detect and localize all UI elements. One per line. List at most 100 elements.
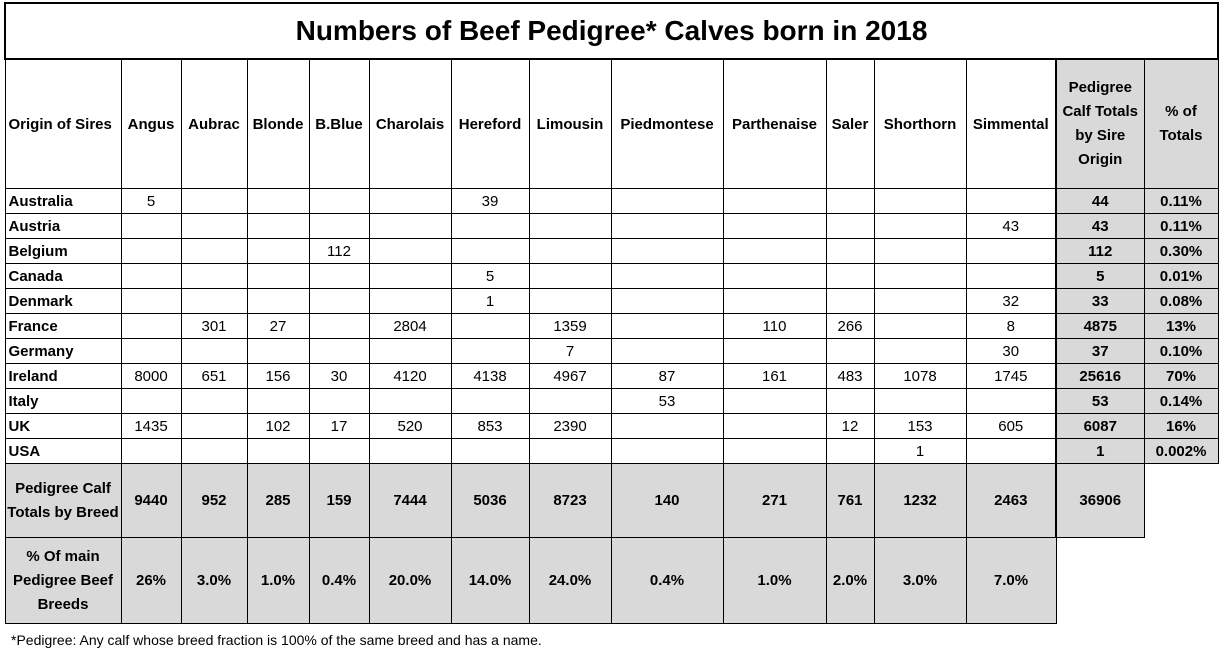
percent-of-totals-cell: 0.10%: [1143, 338, 1219, 364]
value-cell: [450, 438, 530, 464]
breed-header: Aubrac: [180, 58, 248, 189]
value-cell: [246, 388, 310, 414]
value-cell: [722, 413, 827, 439]
percent-of-totals-cell: 0.11%: [1143, 213, 1219, 239]
sire-origin-total-cell: 53: [1055, 388, 1145, 414]
value-cell: [722, 288, 827, 314]
value-cell: [610, 213, 724, 239]
value-cell: [965, 188, 1057, 214]
value-cell: 53: [610, 388, 724, 414]
value-cell: [722, 263, 827, 289]
value-cell: [120, 238, 182, 264]
value-cell: [965, 238, 1057, 264]
value-cell: 161: [722, 363, 827, 389]
breed-total-cell: 1232: [873, 463, 967, 538]
breed-percent-cell: 3.0%: [180, 537, 248, 624]
breed-percent-cell: 2.0%: [825, 537, 875, 624]
value-cell: [120, 313, 182, 339]
percent-of-totals-cell: 0.30%: [1143, 238, 1219, 264]
value-cell: 87: [610, 363, 724, 389]
value-cell: [825, 263, 875, 289]
value-cell: [722, 388, 827, 414]
value-cell: 4138: [450, 363, 530, 389]
table-row: Austria 43 43 0.11%: [4, 213, 1219, 239]
value-cell: [610, 313, 724, 339]
value-cell: [246, 288, 310, 314]
value-cell: [610, 288, 724, 314]
table-row: Italy 53 53 0.14%: [4, 388, 1219, 414]
value-cell: [722, 438, 827, 464]
country-cell: Denmark: [4, 288, 122, 314]
value-cell: 520: [368, 413, 452, 439]
value-cell: [120, 213, 182, 239]
breed-total-cell: 8723: [528, 463, 612, 538]
percent-of-totals-cell: 13%: [1143, 313, 1219, 339]
value-cell: [610, 263, 724, 289]
value-cell: [120, 438, 182, 464]
value-cell: [825, 338, 875, 364]
country-cell: Canada: [4, 263, 122, 289]
breed-total-cell: 7444: [368, 463, 452, 538]
breed-header: B.Blue: [308, 58, 370, 189]
breed-total-cell: 285: [246, 463, 310, 538]
value-cell: [120, 338, 182, 364]
value-cell: [308, 263, 370, 289]
sire-origin-total-cell: 112: [1055, 238, 1145, 264]
value-cell: [246, 338, 310, 364]
percent-of-totals-header: % of Totals: [1143, 58, 1219, 189]
percent-of-totals-cell: 0.11%: [1143, 188, 1219, 214]
value-cell: 102: [246, 413, 310, 439]
table-row: France 301 27 2804 1359 110 266 8 4875 13%: [4, 313, 1219, 339]
value-cell: [873, 313, 967, 339]
percent-of-totals-cell: 70%: [1143, 363, 1219, 389]
country-cell: Australia: [4, 188, 122, 214]
breed-totals-row: Pedigree Calf Totals by Breed 9440 952 285 1…: [4, 463, 1218, 538]
value-cell: [825, 438, 875, 464]
origin-of-sires-header: Origin of Sires: [4, 58, 122, 189]
sire-origin-total-cell: 4875: [1055, 313, 1145, 339]
value-cell: [610, 413, 724, 439]
value-cell: 30: [308, 363, 370, 389]
value-cell: [965, 388, 1057, 414]
value-cell: [450, 338, 530, 364]
value-cell: [873, 388, 967, 414]
value-cell: [180, 438, 248, 464]
value-cell: 27: [246, 313, 310, 339]
value-cell: [610, 238, 724, 264]
table-row: Australia 5 39 44 0.11%: [4, 188, 1219, 214]
percent-of-totals-cell: 0.14%: [1143, 388, 1219, 414]
pedigree-calves-table: Numbers of Beef Pedigree* Calves born in…: [4, 2, 1219, 624]
value-cell: 301: [180, 313, 248, 339]
value-cell: 153: [873, 413, 967, 439]
value-cell: [450, 213, 530, 239]
value-cell: [873, 288, 967, 314]
breed-percent-label: % Of main Pedigree Beef Breeds: [4, 537, 122, 624]
breed-total-cell: 271: [722, 463, 827, 538]
value-cell: [825, 288, 875, 314]
value-cell: [246, 263, 310, 289]
table-row: Germany 7 30 37 0.10%: [4, 338, 1219, 364]
country-cell: Ireland: [4, 363, 122, 389]
value-cell: [120, 263, 182, 289]
value-cell: [873, 338, 967, 364]
country-cell: USA: [4, 438, 122, 464]
value-cell: 30: [965, 338, 1057, 364]
breed-percent-cell: 0.4%: [610, 537, 724, 624]
value-cell: [825, 188, 875, 214]
value-cell: [873, 238, 967, 264]
pedigree-table-container: Numbers of Beef Pedigree* Calves born in…: [4, 2, 1219, 648]
table-row: UK 1435 102 17 520 853 2390 12 153 605 6087 16%: [4, 413, 1219, 439]
value-cell: 1: [450, 288, 530, 314]
table-row: Canada 5 5 0.01%: [4, 263, 1219, 289]
breed-percent-cell: 26%: [120, 537, 182, 624]
value-cell: 7: [528, 338, 612, 364]
header-row: Origin of Sires Angus Aubrac Blonde B.Bl…: [4, 58, 1219, 189]
value-cell: 32: [965, 288, 1057, 314]
sire-origin-total-cell: 25616: [1055, 363, 1145, 389]
percent-of-totals-cell: 0.01%: [1143, 263, 1219, 289]
value-cell: [180, 238, 248, 264]
value-cell: [180, 263, 248, 289]
value-cell: [368, 438, 452, 464]
value-cell: 1745: [965, 363, 1057, 389]
empty-cell: [1144, 537, 1218, 624]
